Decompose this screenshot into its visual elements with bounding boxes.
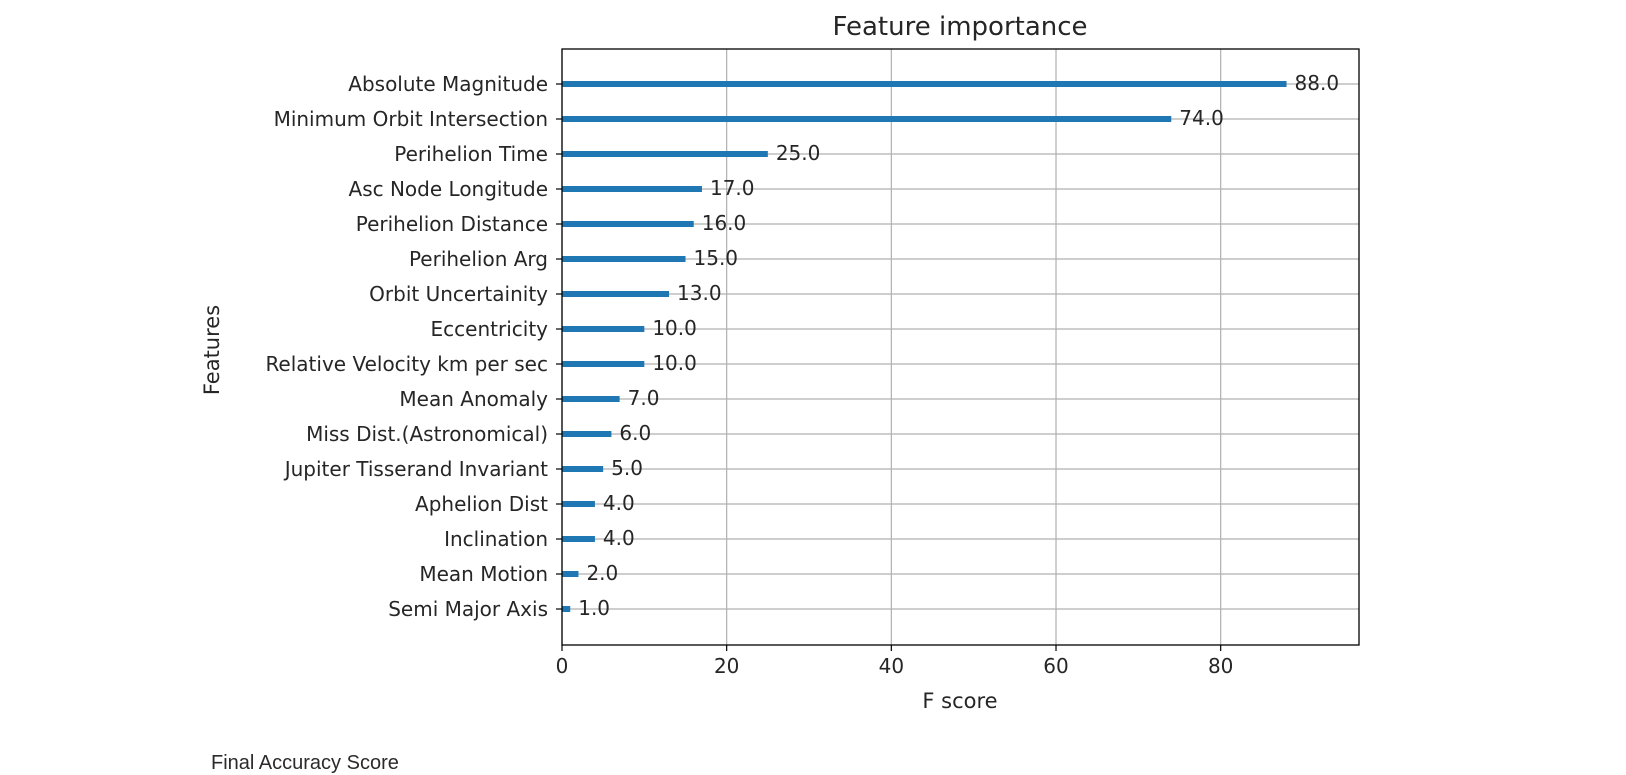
- y-tick-label: Perihelion Time: [394, 142, 548, 166]
- y-tick-label: Minimum Orbit Intersection: [274, 107, 548, 131]
- x-tick-label: 60: [1043, 654, 1068, 678]
- bar-value-label: 25.0: [776, 141, 821, 165]
- x-axis-label: F score: [922, 689, 997, 713]
- y-tick-label: Semi Major Axis: [388, 597, 548, 621]
- y-tick-label: Miss Dist.(Astronomical): [306, 422, 548, 446]
- final-accuracy-heading: Final Accuracy Score: [211, 752, 399, 774]
- bars: [562, 81, 1287, 612]
- bar-value-label: 15.0: [694, 246, 739, 270]
- bar-value-label: 13.0: [677, 281, 722, 305]
- x-tick-label: 80: [1208, 654, 1233, 678]
- y-tick-label: Mean Anomaly: [399, 387, 548, 411]
- x-tick-label: 20: [714, 654, 739, 678]
- y-tick-label: Asc Node Longitude: [349, 177, 548, 201]
- bar: [562, 116, 1172, 122]
- y-tick-label: Orbit Uncertainity: [369, 282, 548, 306]
- y-tick-label: Absolute Magnitude: [348, 72, 548, 96]
- bar-value-label: 1.0: [578, 596, 610, 620]
- grid-lines: [561, 49, 1359, 645]
- bar: [562, 256, 686, 262]
- bar: [562, 501, 595, 507]
- bar: [562, 606, 571, 612]
- y-tick-label: Jupiter Tisserand Invariant: [283, 457, 548, 481]
- bar-value-label: 6.0: [619, 421, 651, 445]
- x-tick-label: 0: [556, 654, 569, 678]
- bar-value-label: 16.0: [702, 211, 747, 235]
- bar: [562, 326, 645, 332]
- bar-value-label: 10.0: [652, 351, 697, 375]
- x-tick-labels: 0 20 40 60 80: [556, 645, 1233, 678]
- value-labels: 88.0 74.0 25.0 17.0 16.0 15.0 13.0 10.0 10.0 7.0 6…: [578, 71, 1339, 620]
- bar: [562, 81, 1287, 87]
- bar: [562, 361, 645, 367]
- bar-value-label: 4.0: [603, 491, 635, 515]
- y-axis-label: Features: [200, 305, 224, 395]
- bar: [562, 571, 579, 577]
- chart-title: Feature importance: [832, 12, 1087, 42]
- bar-value-label: 7.0: [628, 386, 660, 410]
- bar: [562, 221, 694, 227]
- bar: [562, 291, 670, 297]
- y-tick-label: Relative Velocity km per sec: [265, 352, 548, 376]
- y-tick-label: Aphelion Dist: [415, 492, 548, 516]
- bar-value-label: 10.0: [652, 316, 697, 340]
- y-tick-label: Mean Motion: [419, 562, 548, 586]
- bar-value-label: 74.0: [1179, 106, 1224, 130]
- bar: [562, 431, 612, 437]
- bar: [562, 396, 620, 402]
- bar-value-label: 2.0: [586, 561, 618, 585]
- x-tick-label: 40: [879, 654, 904, 678]
- y-tick-label: Perihelion Distance: [356, 212, 548, 236]
- bar: [562, 151, 768, 157]
- y-tick-label: Perihelion Arg: [409, 247, 548, 271]
- bar-value-label: 4.0: [603, 526, 635, 550]
- bar-value-label: 17.0: [710, 176, 755, 200]
- plot-frame: [561, 48, 1360, 646]
- y-tick-label: Eccentricity: [431, 317, 549, 341]
- bar-value-label: 88.0: [1295, 71, 1340, 95]
- y-tick-label: Inclination: [444, 527, 548, 551]
- bar: [562, 536, 595, 542]
- bar: [562, 466, 604, 472]
- y-tick-labels: Absolute Magnitude Minimum Orbit Intersec…: [265, 72, 562, 621]
- bar: [562, 186, 702, 192]
- bar-value-label: 5.0: [611, 456, 643, 480]
